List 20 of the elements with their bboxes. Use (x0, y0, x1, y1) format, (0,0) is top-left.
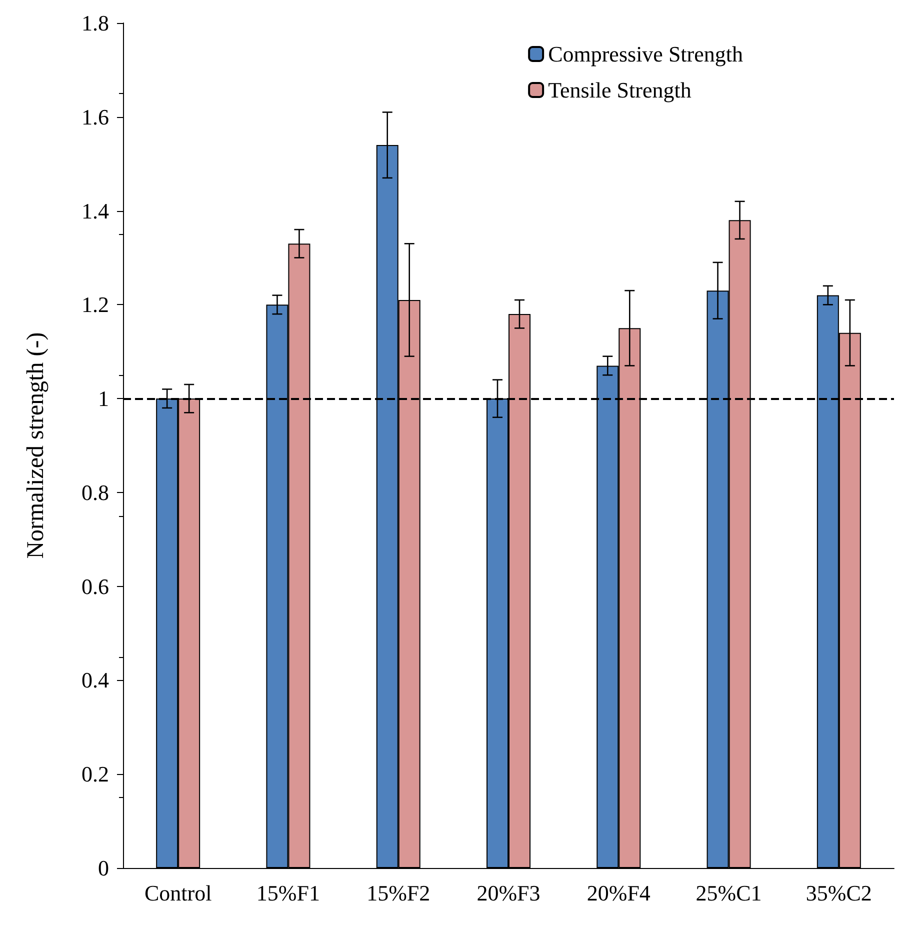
y-tick-label: 1.8 (82, 10, 109, 36)
x-tick-label: 35%C2 (806, 880, 872, 906)
y-tick-label: 1.6 (82, 104, 109, 130)
legend-label: Tensile Strength (548, 78, 692, 102)
y-tick-label: 0 (98, 856, 109, 880)
x-tick-label: 15%F2 (366, 880, 430, 906)
x-tick-label: 20%F4 (586, 880, 650, 906)
x-tick-label: 20%F3 (476, 880, 540, 906)
y-tick-label: 0.2 (82, 762, 109, 787)
y-tick-label: 0.4 (82, 668, 109, 693)
x-tick-label: 25%C1 (696, 880, 762, 906)
y-tick-label: 0.6 (82, 574, 109, 599)
x-tick-label: Control (144, 880, 212, 906)
y-tick-label: 1 (98, 386, 109, 412)
y-tick-label: 1.2 (82, 292, 109, 318)
y-tick-label: 1.4 (82, 198, 109, 224)
y-tick-label: 0.8 (82, 480, 109, 505)
y-axis-title: Normalized strength (-) (23, 332, 49, 559)
x-tick-label: 15%F1 (256, 880, 320, 906)
legend-label: Compressive Strength (548, 42, 744, 66)
